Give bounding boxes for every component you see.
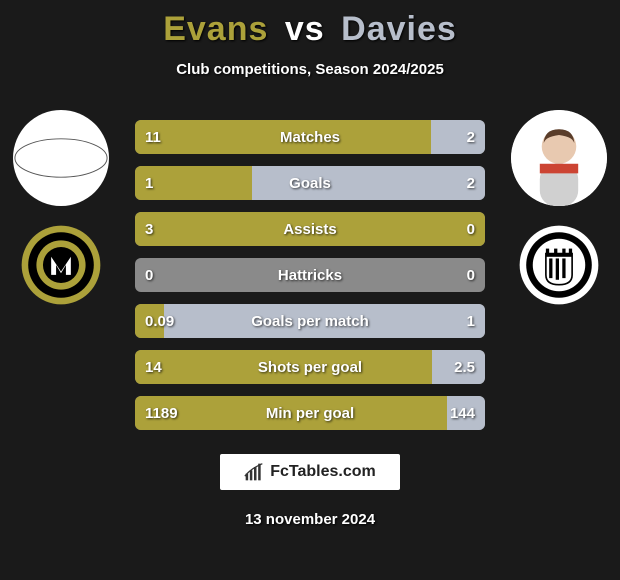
stat-row: 12Goals — [135, 166, 485, 200]
stat-row: 1189144Min per goal — [135, 396, 485, 430]
stat-label: Goals — [135, 166, 485, 200]
player2-avatar — [511, 110, 607, 206]
subtitle: Club competitions, Season 2024/2025 — [0, 61, 620, 78]
player1-avatar — [13, 110, 109, 206]
player2-club-logo — [518, 224, 600, 306]
stat-label: Goals per match — [135, 304, 485, 338]
stat-row: 00Hattricks — [135, 258, 485, 292]
player2-name: Davies — [341, 10, 457, 48]
player-photo-icon — [511, 110, 607, 206]
player1-name: Evans — [163, 10, 268, 48]
left-player-column — [6, 110, 116, 306]
date-text: 13 november 2024 — [0, 511, 620, 528]
bar-chart-icon — [244, 462, 264, 482]
title-vs: vs — [285, 10, 325, 48]
stat-row: 112Matches — [135, 120, 485, 154]
player1-club-logo — [20, 224, 102, 306]
grimsby-town-logo-icon — [518, 224, 600, 306]
newport-county-logo-icon — [20, 224, 102, 306]
avatar-placeholder-icon — [13, 110, 109, 206]
stat-label: Min per goal — [135, 396, 485, 430]
stat-row: 142.5Shots per goal — [135, 350, 485, 384]
stat-bars-container: 112Matches 12Goals 30Assists 00Hattricks 0.0… — [135, 120, 485, 442]
watermark: FcTables.com — [220, 454, 400, 490]
right-player-column — [504, 110, 614, 306]
stat-label: Shots per goal — [135, 350, 485, 384]
stat-row: 0.091Goals per match — [135, 304, 485, 338]
stat-row: 30Assists — [135, 212, 485, 246]
comparison-title: Evans vs Davies — [0, 0, 620, 49]
watermark-text: FcTables.com — [270, 463, 376, 481]
stat-label: Assists — [135, 212, 485, 246]
stat-label: Hattricks — [135, 258, 485, 292]
stat-label: Matches — [135, 120, 485, 154]
